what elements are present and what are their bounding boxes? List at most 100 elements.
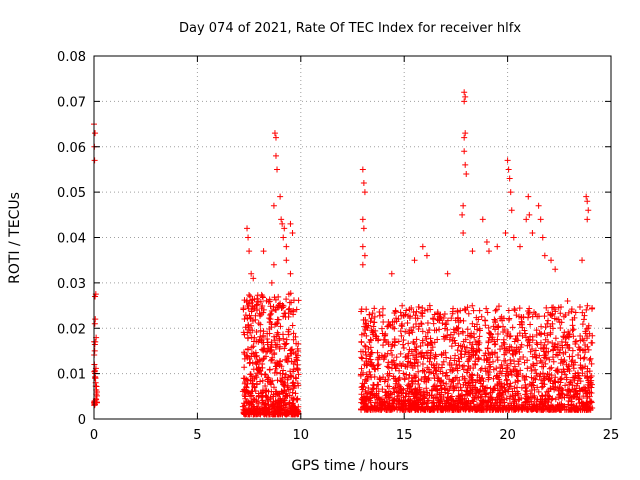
data-point [525, 308, 531, 314]
data-point [485, 248, 492, 255]
data-point [546, 404, 553, 411]
data-point [273, 369, 280, 376]
data-point [570, 393, 577, 400]
data-point [494, 243, 501, 250]
data-point [541, 403, 548, 410]
data-point [280, 234, 287, 241]
data-point [283, 296, 290, 303]
data-point [489, 351, 496, 358]
data-point [361, 252, 368, 259]
data-point [283, 243, 290, 250]
data-point [507, 400, 514, 407]
data-point [245, 322, 252, 329]
data-point [268, 279, 275, 286]
data-point [473, 314, 480, 321]
data-point [276, 391, 283, 398]
data-point [418, 376, 425, 383]
data-point [424, 306, 431, 313]
data-point [552, 379, 559, 386]
data-point [374, 365, 381, 372]
data-point [561, 357, 568, 364]
data-point [376, 308, 383, 315]
data-point [445, 394, 452, 401]
data-point [268, 310, 275, 317]
data-point [470, 307, 477, 314]
data-point [574, 390, 581, 397]
data-point [472, 361, 479, 368]
data-point [484, 384, 491, 391]
data-point [501, 326, 508, 333]
data-point [542, 360, 549, 367]
data-point [533, 398, 540, 405]
data-point [406, 306, 413, 313]
data-point [518, 318, 525, 325]
data-point [406, 388, 413, 395]
data-point [476, 339, 483, 346]
data-point [363, 362, 370, 369]
data-point [249, 317, 256, 324]
data-point [373, 385, 380, 392]
data-point [91, 157, 98, 164]
data-point [459, 328, 466, 335]
data-point [386, 372, 393, 379]
data-point [248, 401, 255, 408]
data-point [463, 369, 470, 376]
data-point [358, 354, 365, 361]
data-point [566, 353, 573, 360]
data-point [442, 321, 449, 328]
data-point [245, 234, 252, 241]
data-point [473, 405, 480, 412]
data-point [450, 382, 457, 389]
data-point [293, 375, 300, 382]
data-point [515, 361, 522, 368]
data-point [251, 397, 258, 404]
data-point [452, 397, 459, 404]
data-point [476, 388, 483, 395]
data-point [577, 333, 584, 340]
data-point [281, 397, 288, 404]
data-point [508, 368, 515, 375]
data-point [545, 317, 552, 324]
data-point [358, 306, 365, 313]
data-point [455, 330, 462, 337]
data-point [536, 352, 543, 359]
data-point [359, 216, 366, 223]
data-point [371, 319, 378, 326]
data-point [454, 380, 461, 387]
data-point [408, 389, 415, 396]
data-point [560, 313, 567, 320]
data-point [286, 305, 293, 312]
data-point [558, 401, 565, 408]
data-point [548, 372, 555, 379]
data-point [267, 303, 274, 310]
data-point [476, 325, 483, 332]
data-point [371, 405, 378, 412]
data-point [483, 390, 490, 397]
data-point [511, 305, 518, 312]
data-point [246, 291, 253, 298]
data-point [570, 326, 577, 333]
data-point [287, 270, 294, 277]
data-point [423, 252, 430, 259]
data-point [260, 339, 267, 346]
data-point [463, 398, 470, 405]
data-point [565, 363, 572, 370]
data-point [462, 130, 469, 137]
data-point [387, 322, 394, 329]
data-point [577, 378, 584, 385]
data-point [508, 371, 515, 378]
data-point [562, 382, 569, 389]
data-point [549, 325, 556, 332]
data-point [283, 392, 290, 399]
data-point [396, 367, 403, 374]
data-point [487, 363, 494, 370]
data-point [426, 358, 433, 365]
data-point [431, 311, 438, 318]
data-point [484, 367, 491, 374]
data-point [491, 341, 498, 348]
data-point [399, 341, 406, 348]
data-point [413, 336, 420, 343]
data-point [545, 348, 552, 355]
y-tick-label: 0.07 [57, 95, 86, 110]
data-point [246, 248, 253, 255]
